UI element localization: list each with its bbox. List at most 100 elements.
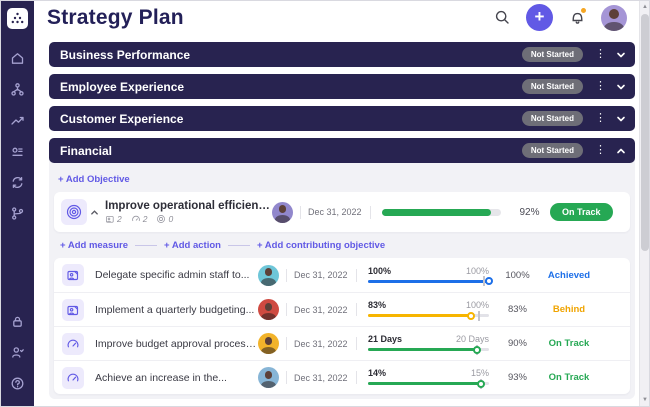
notification-dot: [580, 6, 587, 14]
section-employee-experience: Employee Experience Not Started ⋮: [49, 74, 635, 99]
section-customer-experience: Customer Experience Not Started ⋮: [49, 106, 635, 131]
vertical-scrollbar[interactable]: ▲ ▼: [639, 1, 649, 406]
section-title: Business Performance: [60, 47, 191, 62]
row-owner-avatar[interactable]: [258, 367, 279, 388]
row-type-badge: [62, 332, 84, 355]
status-badge: Not Started: [521, 111, 583, 126]
slider-track: [368, 378, 489, 389]
measure-row[interactable]: Improve budget approval process... Dec 3…: [54, 326, 630, 360]
sidebar-item-trending[interactable]: [9, 112, 26, 129]
slider-knob[interactable]: [466, 311, 475, 320]
divider: [370, 205, 371, 219]
sidebar-item-board[interactable]: [9, 143, 26, 160]
sidebar-item-branch[interactable]: [9, 205, 26, 222]
sidebar-item-lock[interactable]: [9, 313, 26, 330]
divider: [286, 337, 287, 350]
sidebar-item-sync[interactable]: [9, 174, 26, 191]
chevron-up-icon[interactable]: [616, 146, 626, 156]
objective-counts: 2 2 0: [105, 214, 272, 224]
progress-slider: 100% 100%: [368, 265, 493, 286]
slider-target-marker: [478, 310, 481, 321]
section-header[interactable]: Business Performance Not Started ⋮: [49, 42, 635, 67]
add-objective-link[interactable]: + Add Objective: [58, 174, 130, 185]
kpi-count-icon: [131, 215, 140, 222]
sidebar-item-help[interactable]: [9, 375, 26, 392]
row-status: Behind: [552, 304, 586, 315]
progress-slider: 83% 100%: [368, 300, 489, 321]
slider-knob[interactable]: [485, 277, 493, 285]
financial-body: + Add Objective Improve operational effi…: [49, 163, 635, 399]
status-badge: Not Started: [521, 47, 583, 62]
chevron-down-icon[interactable]: [616, 82, 626, 92]
target-count-icon: [157, 215, 166, 223]
add-action-link[interactable]: + Add action: [164, 240, 221, 251]
row-status: Achieved: [547, 269, 591, 281]
row-type-badge: [62, 264, 84, 286]
row-due-date: Dec 31, 2022: [294, 304, 348, 315]
slider-fill: [368, 382, 481, 385]
measure-row[interactable]: Delegate specific admin staff to... Dec …: [54, 258, 630, 292]
sidebar-item-home[interactable]: [9, 50, 26, 67]
row-owner-avatar[interactable]: [258, 264, 279, 286]
kebab-menu[interactable]: ⋮: [595, 144, 606, 156]
row-owner-avatar[interactable]: [258, 333, 279, 354]
measure-row[interactable]: Achieve an increase in the... Dec 31, 20…: [54, 360, 630, 394]
row-owner-avatar[interactable]: [258, 299, 279, 320]
row-title: Improve budget approval process...: [95, 337, 258, 350]
measure-icon: [67, 270, 79, 281]
create-button[interactable]: +: [526, 4, 553, 31]
scrollbar-down-arrow[interactable]: ▼: [642, 397, 648, 403]
section-header[interactable]: Employee Experience Not Started ⋮: [49, 74, 635, 99]
scrollbar-up-arrow[interactable]: ▲: [642, 4, 648, 10]
slider-track: [368, 310, 489, 321]
row-type-badge: [62, 366, 84, 389]
slider-fill: [368, 348, 477, 351]
section-header[interactable]: Financial Not Started ⋮: [49, 138, 635, 163]
kebab-menu[interactable]: ⋮: [595, 48, 606, 60]
kpi-count: 2: [131, 214, 147, 224]
add-contributing-objective-link[interactable]: + Add contributing objective: [256, 240, 386, 251]
objective-owner-avatar[interactable]: [272, 201, 293, 223]
sidebar-item-hierarchy[interactable]: [9, 81, 26, 98]
slider-current-label: 21 Days: [368, 334, 403, 344]
objective-count: 0: [156, 214, 173, 224]
hierarchy-icon: [11, 83, 24, 96]
section-business-performance: Business Performance Not Started ⋮: [49, 42, 635, 67]
objective-progress-fill: [382, 208, 492, 216]
user-avatar[interactable]: [601, 4, 627, 31]
bullseye-icon: [66, 204, 82, 220]
slider-target-marker: [483, 276, 486, 286]
notifications-button[interactable]: [564, 5, 590, 31]
objective-collapse-chevron[interactable]: [90, 208, 99, 217]
measure-icon: [67, 305, 79, 315]
objective-card[interactable]: Improve operational efficiency to... 2: [54, 192, 630, 232]
add-links-row: + Add measure + Add action + Add contrib…: [60, 240, 630, 251]
slider-knob[interactable]: [472, 345, 481, 354]
kebab-menu[interactable]: ⋮: [595, 112, 606, 124]
slider-knob[interactable]: [476, 379, 485, 388]
row-title: Implement a quarterly budgeting...: [95, 303, 255, 316]
chevron-down-icon[interactable]: [616, 50, 626, 60]
trending-icon: [11, 116, 24, 125]
logo-dots-icon: [11, 12, 24, 24]
home-icon: [11, 53, 24, 64]
sections-list: Business Performance Not Started ⋮ Emplo…: [34, 34, 639, 406]
add-measure-link[interactable]: + Add measure: [60, 240, 129, 251]
slider-current-label: 100%: [368, 265, 392, 276]
slider-fill: [368, 279, 489, 283]
kebab-menu[interactable]: ⋮: [595, 80, 606, 92]
status-badge: Not Started: [521, 79, 583, 94]
slider-current-label: 83%: [368, 300, 387, 310]
scrollbar-thumb[interactable]: [641, 14, 649, 251]
section-title: Customer Experience: [60, 111, 184, 126]
sync-icon: [12, 176, 23, 189]
measure-row[interactable]: Implement a quarterly budgeting... Dec 3…: [54, 292, 630, 326]
sidebar-item-user[interactable]: [9, 344, 26, 361]
objective-status-pill[interactable]: On Track: [550, 203, 613, 221]
slider-target-label: 100%: [465, 265, 489, 276]
section-header[interactable]: Customer Experience Not Started ⋮: [49, 106, 635, 131]
search-button[interactable]: [489, 5, 515, 31]
divider: [356, 337, 357, 350]
app-logo[interactable]: [7, 8, 28, 29]
chevron-down-icon[interactable]: [616, 114, 626, 124]
